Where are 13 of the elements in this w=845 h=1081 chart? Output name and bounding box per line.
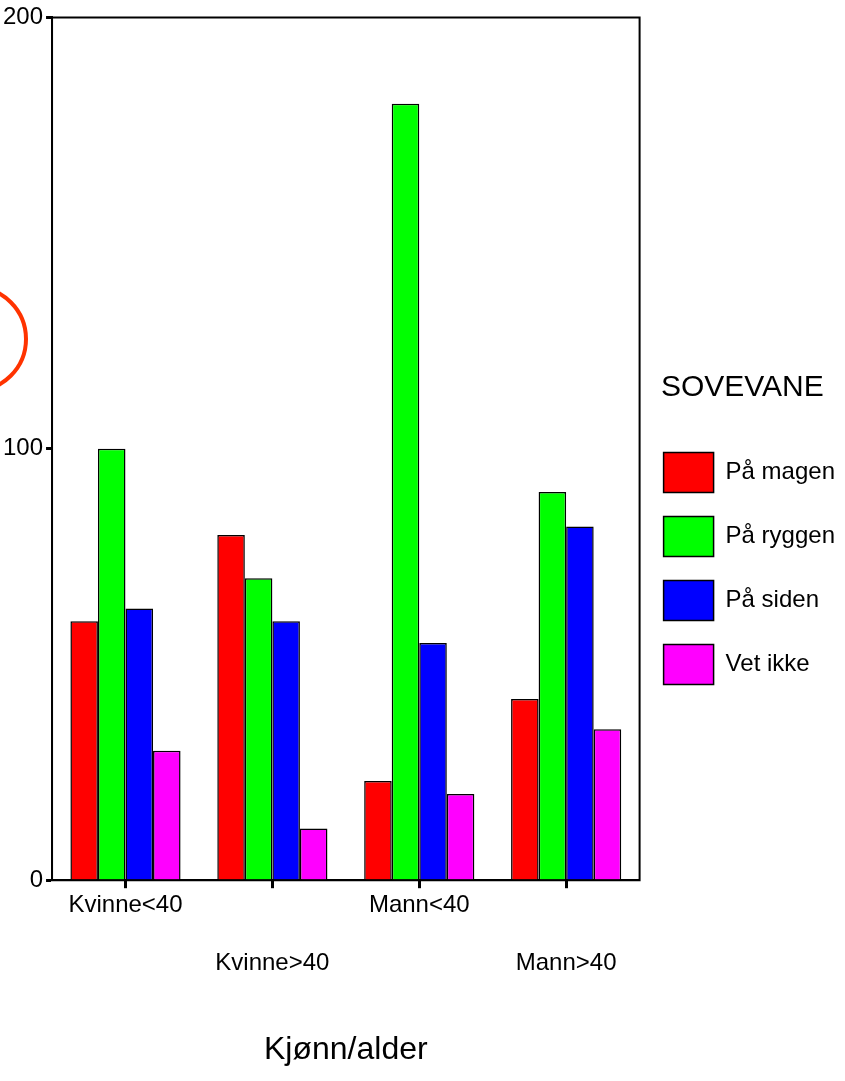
legend-label: Vet ikke	[725, 649, 810, 677]
legend-label: På ryggen	[725, 521, 835, 549]
y-tick-label: 200	[3, 2, 44, 30]
x-tick-label: Mann>40	[515, 947, 617, 975]
x-axis-title: Kjønn/alder	[264, 1029, 428, 1066]
legend-label: På magen	[725, 457, 835, 485]
y-tick-label: 100	[3, 433, 44, 461]
y-tick-label: 0	[29, 864, 44, 892]
x-tick-label: Kvinne<40	[68, 890, 183, 918]
legend-title: SOVEVANE	[660, 368, 824, 402]
x-tick-label: Mann<40	[368, 890, 470, 918]
legend-label: På siden	[725, 585, 819, 613]
x-tick-label: Kvinne>40	[215, 947, 330, 975]
